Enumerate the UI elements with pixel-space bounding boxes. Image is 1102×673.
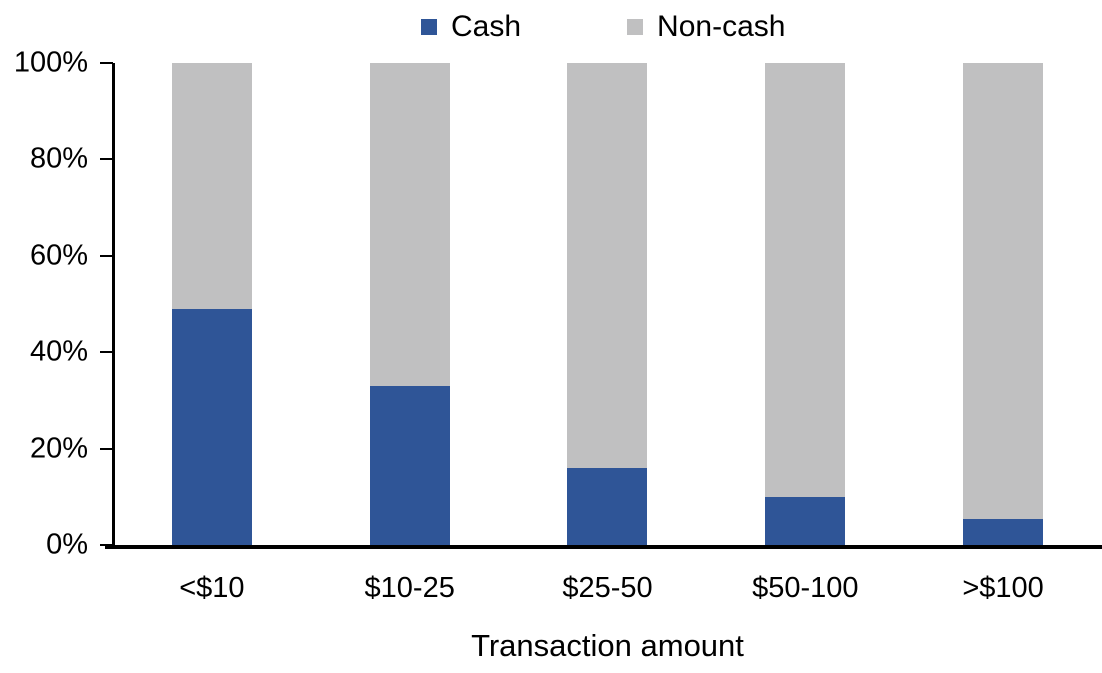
y-tick-mark [100,62,113,64]
y-tick-label: 0% [46,528,88,561]
x-tick-label: >$100 [962,572,1044,604]
y-tick-mark [100,351,113,354]
bar [963,63,1044,545]
plot-area [113,63,1102,545]
x-tick-label: $50-100 [752,572,859,604]
bar-segment-cash [963,518,1044,545]
x-tick-label: <$10 [179,572,245,604]
y-tick-label: 40% [29,335,88,368]
bar-segment-noncash [171,63,252,309]
bar [369,63,450,545]
bar-segment-cash [765,496,846,545]
y-tick-mark [100,447,113,450]
x-axis-labels: <$10 $10-25 $25-50 $50-100 >$100 [113,572,1102,605]
bar-segment-noncash [567,63,648,468]
bar [765,63,846,545]
y-axis-labels: 0% 20% 40% 60% 80% 100% [0,48,88,559]
bar-slot [706,63,904,545]
bar-segment-noncash [369,63,450,386]
bar-segment-cash [369,385,450,545]
x-tick-label: $10-25 [364,572,455,604]
bar-segment-noncash [765,63,846,497]
cash-swatch [421,18,437,35]
x-tick-label: $25-50 [562,572,653,604]
bar [171,63,252,545]
bar-segment-cash [171,308,252,545]
legend: Cash Non-cash [421,10,785,43]
y-tick-mark [100,254,113,257]
legend-item-noncash: Non-cash [627,10,785,43]
x-axis-title: Transaction amount [471,628,744,663]
noncash-swatch [627,18,644,35]
legend-item-cash: Cash [421,10,521,43]
legend-label-noncash: Non-cash [657,10,786,43]
bar-slot [113,63,311,545]
bar-segment-noncash [963,63,1044,519]
bar-segment-cash [567,467,648,545]
y-tick-label: 20% [29,432,88,465]
y-tick-label: 100% [13,46,88,79]
bar [567,63,648,545]
bar-slot [509,63,707,545]
y-axis-line [112,63,115,547]
legend-label-cash: Cash [451,10,522,43]
y-tick-label: 80% [29,142,88,175]
y-tick-label: 60% [29,239,88,272]
y-tick-mark [100,158,113,161]
bar-slot [311,63,509,545]
bar-slot [904,63,1102,545]
x-axis-line [105,545,1102,549]
